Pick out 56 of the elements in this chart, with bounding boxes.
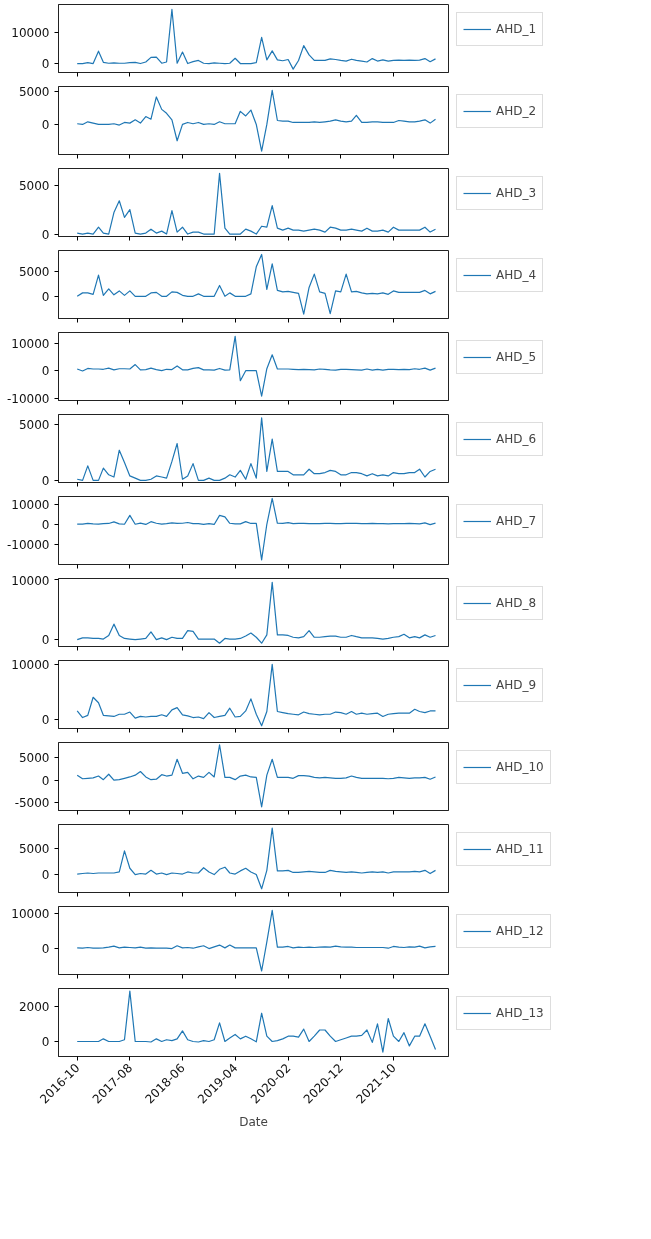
- legend-label: AHD_11: [496, 842, 544, 856]
- y-tick-label: 10000: [11, 497, 50, 512]
- y-tick-label: 5000: [18, 418, 50, 433]
- line-series: [76, 497, 437, 561]
- line-series: [76, 990, 437, 1053]
- text: AHD_12: [496, 924, 544, 938]
- line-series: [76, 417, 437, 481]
- y-tick-label: 0: [41, 473, 50, 488]
- y-tick-label: 10000: [11, 336, 50, 351]
- line-series: [76, 909, 437, 972]
- y-tick-label: 0: [41, 868, 50, 883]
- legend-label: AHD_7: [496, 514, 537, 528]
- y-tick-label: 0: [41, 227, 50, 242]
- legend-label: AHD_13: [496, 1006, 544, 1020]
- y-tick-label: 10000: [11, 907, 50, 922]
- y-tick-label: 5000: [18, 265, 50, 280]
- y-tick-label: 5000: [18, 841, 50, 856]
- text: AHD_6: [496, 432, 537, 446]
- x-axis-title: Date: [239, 1115, 268, 1130]
- y-tick-label: 0: [41, 117, 50, 132]
- line-series: [76, 335, 437, 397]
- y-tick-label: 5000: [18, 750, 50, 765]
- text: AHD_4: [496, 268, 537, 282]
- y-tick-label: 0: [41, 517, 50, 532]
- text: AHD_10: [496, 760, 544, 774]
- y-tick-label: 10000: [11, 573, 50, 588]
- line-series: [76, 663, 437, 727]
- y-tick-label: 0: [41, 57, 50, 72]
- y-tick-label: 0: [41, 773, 50, 788]
- line-series: [76, 8, 437, 70]
- text: AHD_8: [496, 596, 537, 610]
- line-series: [76, 827, 437, 890]
- legend-label: AHD_9: [496, 678, 537, 692]
- y-tick-label: 2000: [18, 999, 50, 1014]
- y-tick-label: -5000: [14, 796, 50, 811]
- legend-label: AHD_3: [496, 186, 537, 200]
- y-tick-label: 0: [41, 942, 50, 957]
- y-tick-label: -10000: [7, 537, 50, 552]
- text: AHD_2: [496, 104, 537, 118]
- y-tick-label: 5000: [18, 178, 50, 193]
- y-tick-label: 0: [41, 712, 50, 727]
- y-tick-label: 10000: [11, 26, 50, 41]
- legend-label: AHD_5: [496, 350, 537, 364]
- y-tick-label: 10000: [11, 657, 50, 672]
- line-series: [76, 744, 437, 808]
- y-tick-label: 5000: [18, 85, 50, 100]
- line-series: [76, 581, 437, 644]
- line-series: [76, 253, 437, 315]
- y-tick-label: -10000: [7, 392, 50, 407]
- line-series: [76, 89, 437, 152]
- y-tick-label: 0: [41, 289, 50, 304]
- legend-label: AHD_1: [496, 22, 537, 36]
- y-tick-label: 0: [41, 364, 50, 379]
- y-tick-label: 0: [41, 633, 50, 648]
- y-tick-label: 0: [41, 1034, 50, 1049]
- line-series: [76, 172, 437, 235]
